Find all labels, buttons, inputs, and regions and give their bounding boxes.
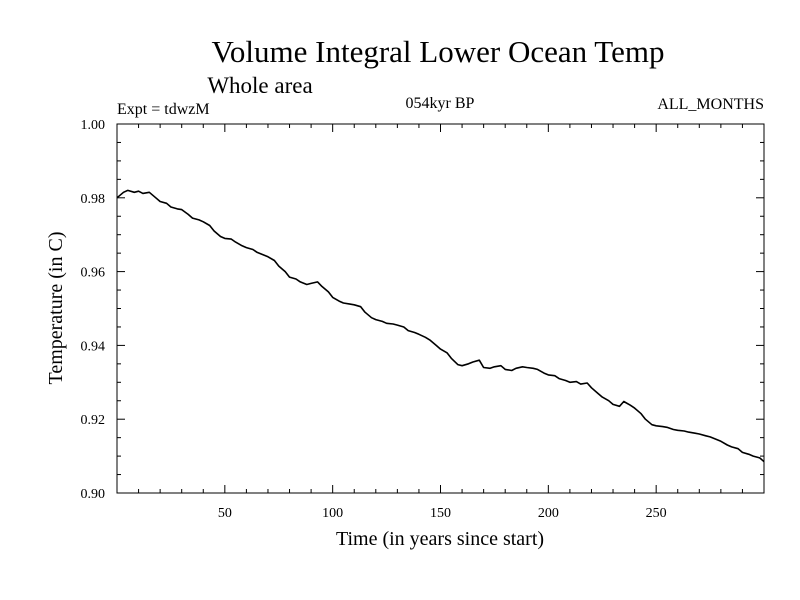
y-axis-ticks: 0.90 0.92 0.94 0.96 0.98 1.00: [81, 118, 764, 502]
y-axis-label: Temperature (in C): [45, 232, 67, 385]
chart-subtitle: Whole area: [207, 73, 312, 98]
series-group: [116, 189, 765, 463]
series-line: [116, 189, 765, 463]
months-label: ALL_MONTHS: [657, 96, 764, 113]
y-tick-label: 0.94: [81, 339, 106, 354]
x-tick-label: 250: [646, 506, 667, 521]
plot-frame: [116, 123, 765, 494]
x-axis-label: Time (in years since start): [336, 528, 544, 550]
y-tick-label: 0.96: [81, 266, 106, 281]
y-tick-label: 0.90: [81, 487, 106, 502]
period-label: 054kyr BP: [406, 95, 475, 112]
experiment-label: Expt = tdwzM: [117, 101, 210, 118]
x-axis-ticks: 50 100 150 200 250: [138, 124, 743, 521]
x-tick-label: 50: [218, 506, 232, 521]
chart-title: Volume Integral Lower Ocean Temp: [212, 34, 665, 69]
y-tick-label: 1.00: [81, 118, 106, 133]
x-tick-label: 150: [430, 506, 451, 521]
x-tick-label: 100: [322, 506, 343, 521]
y-tick-label: 0.92: [81, 413, 106, 428]
x-tick-label: 200: [538, 506, 559, 521]
y-tick-label: 0.98: [81, 192, 106, 207]
